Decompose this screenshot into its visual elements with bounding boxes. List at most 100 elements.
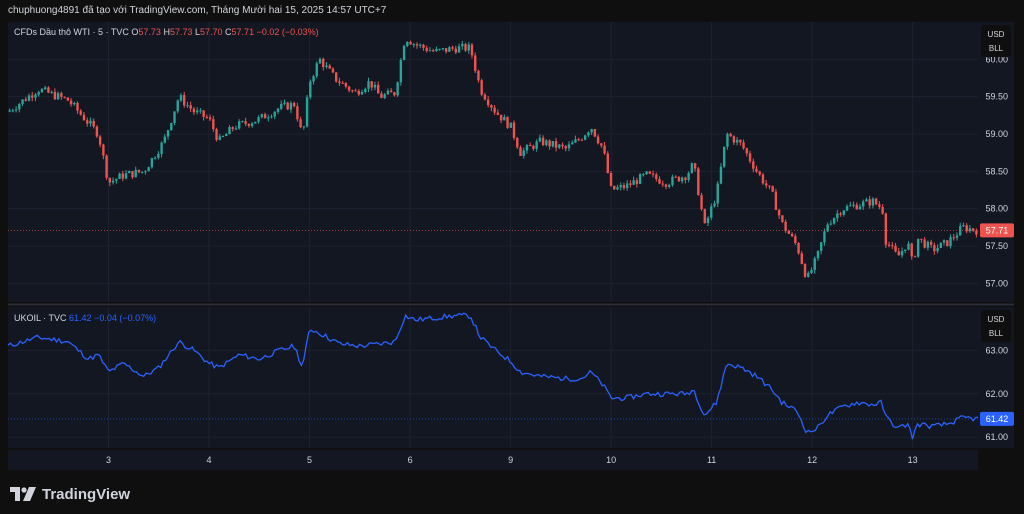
- y-tick-label: 57.00: [985, 278, 1008, 288]
- candle-body: [558, 144, 561, 148]
- candle-body: [131, 171, 134, 178]
- candle-body: [444, 48, 448, 52]
- currency-unit-toggle-wti[interactable]: USD BLL: [981, 25, 1011, 57]
- x-tick-label: 10: [606, 455, 616, 465]
- candle-body: [532, 145, 535, 149]
- tradingview-logo-icon: [10, 487, 36, 501]
- candle-body: [393, 92, 396, 96]
- candle-body: [34, 94, 37, 98]
- candle-body: [212, 119, 215, 130]
- candle-body: [474, 55, 477, 71]
- currency-unit-toggle-wti-bg: [981, 25, 1011, 57]
- candle-body: [18, 103, 21, 110]
- candle-body: [318, 58, 322, 64]
- candle-body: [244, 121, 247, 124]
- candle-body: [590, 129, 593, 133]
- candle-body: [813, 258, 816, 271]
- candle-body: [409, 41, 412, 45]
- candle-body: [768, 185, 771, 187]
- candle-body: [797, 243, 800, 254]
- candle-body: [596, 136, 600, 144]
- candle-body: [21, 99, 24, 104]
- candle-body: [441, 48, 445, 50]
- candle-body: [56, 93, 60, 100]
- candle-body: [916, 238, 920, 257]
- candle-body: [357, 90, 361, 95]
- candle-body: [942, 240, 946, 243]
- legend-open-value: 57.73: [138, 27, 161, 37]
- candle-body: [27, 95, 31, 101]
- candle-body: [499, 114, 503, 121]
- candle-body: [968, 228, 972, 232]
- candle-body: [823, 231, 826, 243]
- candle-body: [137, 169, 141, 173]
- currency-unit-toggle-ukoil[interactable]: USD BLL: [981, 310, 1011, 342]
- candle-body: [79, 110, 82, 115]
- candle-body: [765, 183, 768, 186]
- last-price-label-wti: 57.71: [986, 225, 1009, 235]
- x-tick-label: 5: [307, 455, 312, 465]
- candle-body: [816, 250, 820, 259]
- x-tick-label: 9: [508, 455, 513, 465]
- candle-body: [115, 178, 118, 181]
- candle-body: [722, 146, 726, 167]
- candle-body: [690, 163, 694, 173]
- legend-value-ukoil: 61.42: [69, 313, 92, 323]
- candle-body: [176, 100, 179, 112]
- candle-body: [761, 174, 765, 184]
- candle-body: [629, 183, 632, 185]
- candle-body: [926, 241, 930, 248]
- candle-body: [309, 81, 312, 98]
- candle-body: [832, 218, 836, 224]
- top-caption-bar: chuphuong4891 đã tạo với TradingView.com…: [0, 0, 1024, 22]
- candle-body: [76, 102, 79, 111]
- candle-body: [891, 245, 894, 247]
- candle-body: [166, 130, 170, 137]
- candle-body: [467, 44, 470, 51]
- candle-body: [334, 72, 338, 82]
- candle-body: [567, 144, 571, 149]
- candle-body: [95, 126, 99, 137]
- currency-label: USD: [988, 315, 1005, 324]
- candle-body: [344, 82, 348, 87]
- candle-body: [338, 81, 341, 83]
- candle-body: [150, 158, 154, 168]
- candle-body: [270, 116, 273, 118]
- candle-body: [784, 221, 787, 231]
- candle-body: [671, 176, 674, 185]
- candle-body: [202, 110, 205, 117]
- candle-body: [60, 93, 63, 97]
- candle-body: [312, 76, 315, 82]
- candle-body: [551, 141, 555, 147]
- candle-body: [228, 127, 231, 135]
- last-price-label-ukoil: 61.42: [986, 414, 1009, 424]
- candle-body: [693, 163, 697, 169]
- candle-body: [777, 209, 781, 216]
- last-price-tag-ukoil: [980, 411, 1014, 426]
- candle-body: [939, 242, 943, 249]
- candle-body: [105, 155, 108, 178]
- candle-body: [913, 256, 917, 258]
- tradingview-logo: TradingView: [10, 484, 130, 504]
- candle-body: [257, 117, 260, 122]
- candle-body: [503, 117, 506, 121]
- pane-wti-plot: [8, 22, 978, 302]
- candle-body: [367, 81, 370, 89]
- legend-ukoil: UKOIL · TVC 61.42 −0.04 (−0.07%): [14, 313, 156, 323]
- candle-body: [108, 177, 112, 183]
- candle-body: [803, 263, 807, 277]
- candle-body: [603, 145, 606, 154]
- candle-body: [787, 230, 791, 234]
- candle-body: [163, 136, 167, 143]
- candle-body: [325, 65, 328, 68]
- x-tick-label: 3: [106, 455, 111, 465]
- candle-body: [493, 107, 496, 113]
- candle-body: [50, 91, 53, 93]
- candle-body: [396, 82, 399, 96]
- candle-body: [677, 176, 681, 182]
- candle-body: [651, 173, 655, 175]
- candle-body: [528, 145, 532, 147]
- candle-body: [192, 108, 196, 113]
- candle-body: [946, 240, 949, 247]
